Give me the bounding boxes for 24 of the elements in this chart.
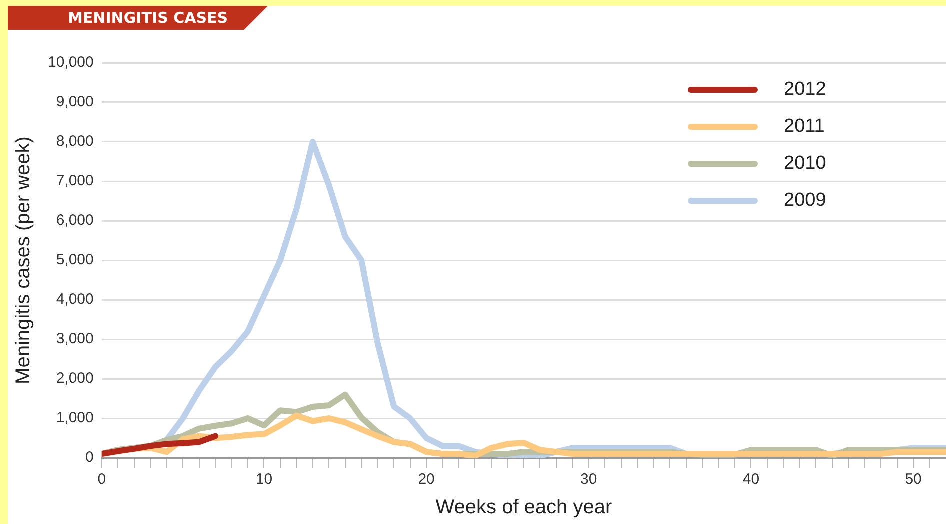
legend-label: 2010 (784, 152, 826, 174)
x-axis-title: Weeks of each year (436, 496, 612, 519)
x-tick-label: 40 (742, 471, 760, 488)
y-axis-title: Meningitis cases (per week) (12, 136, 35, 384)
x-tick-label: 50 (905, 471, 922, 488)
y-tick-label: 1,000 (56, 410, 94, 427)
x-tick-label: 30 (580, 471, 598, 488)
legend-label: 2012 (784, 78, 826, 100)
y-tick-label: 2,000 (56, 370, 94, 388)
legend-label: 2009 (784, 190, 826, 212)
x-tick-label: 20 (418, 471, 435, 488)
chart-title: MENINGITIS CASES (8, 6, 268, 30)
y-tick-label: 4,000 (56, 291, 94, 308)
y-tick-label: 6,000 (56, 212, 94, 230)
y-tick-label: 9,000 (56, 94, 94, 111)
y-tick-label: 7,000 (56, 172, 94, 190)
y-tick-label: 8,000 (56, 133, 94, 150)
y-tick-label: 5,000 (56, 252, 94, 269)
y-tick-label: 0 (86, 449, 94, 466)
x-tick-label: 10 (256, 471, 273, 488)
x-tick-label: 0 (98, 471, 106, 488)
legend-label: 2011 (784, 116, 825, 138)
y-tick-label: 3,000 (56, 330, 94, 348)
y-tick-label: 10,000 (48, 54, 94, 72)
